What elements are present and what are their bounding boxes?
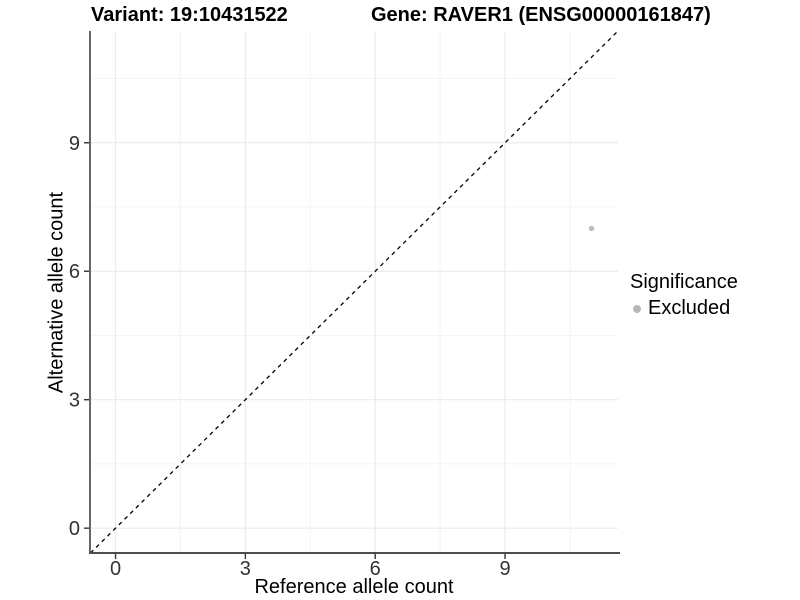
y-tick-label: 0 [69, 518, 80, 540]
legend-title: Significance [630, 271, 738, 293]
y-tick-label: 6 [69, 261, 80, 283]
identity-dashed-line [89, 30, 619, 554]
y-tick-label: 3 [69, 390, 80, 412]
x-axis-title: Reference allele count [254, 576, 454, 598]
y-tick-label: 9 [69, 133, 80, 155]
y-axis-title: Alternative allele count [45, 191, 68, 394]
x-tick-label: 3 [240, 558, 251, 580]
plot-title-variant: Variant: 19:10431522 [91, 4, 288, 26]
data-point [588, 225, 595, 232]
x-tick-label: 9 [499, 558, 510, 580]
legend: Significance Excluded [630, 271, 738, 320]
legend-point-icon [633, 304, 641, 313]
legend-item-label: Excluded [648, 297, 731, 319]
x-tick-label: 0 [110, 558, 121, 580]
legend-item-excluded: Excluded [630, 297, 738, 320]
plot-title-gene: Gene: RAVER1 (ENSG00000161847) [371, 4, 711, 26]
x-tick-label: 6 [370, 558, 381, 580]
